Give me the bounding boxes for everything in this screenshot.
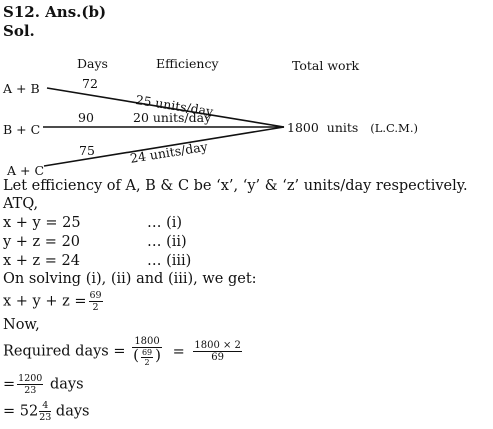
row-label-bc: B + C bbox=[3, 122, 41, 137]
efficiency-bc: 20 units/day bbox=[133, 110, 212, 125]
days-ac: 75 bbox=[79, 143, 95, 158]
result-1-fraction: 1200 23 bbox=[17, 373, 44, 396]
equation-3: x + z = 24 bbox=[3, 253, 81, 269]
efficiency-header: Efficiency bbox=[156, 56, 219, 71]
efficiency-definition: Let efficiency of A, B & C be ‘x’, ‘y’ &… bbox=[3, 178, 468, 194]
sum-numerator: 69 bbox=[89, 290, 102, 301]
required-days-equation: Required days = 1800 (69 2) = 1800 × 2 69 bbox=[3, 336, 244, 367]
total-value: 1800 bbox=[287, 120, 319, 135]
row-label-ab: A + B bbox=[3, 81, 40, 96]
equation-1-tag: … (i) bbox=[147, 215, 183, 231]
sum-denominator: 2 bbox=[88, 301, 103, 313]
required-days-fraction-2: 1800 × 2 69 bbox=[193, 340, 242, 363]
equation-2: y + z = 20 bbox=[3, 234, 81, 250]
total-work-value: 1800 units (L.C.M.) bbox=[287, 120, 418, 135]
required-days-numerator-1: 1800 bbox=[134, 336, 160, 347]
result-2-suffix: days bbox=[55, 403, 90, 420]
required-days-fraction-1: 1800 (69 2) bbox=[132, 336, 162, 367]
days-ab: 72 bbox=[82, 76, 98, 91]
required-days-label: Required days = bbox=[3, 343, 126, 360]
days-header: Days bbox=[77, 56, 108, 71]
inner-numerator: 69 bbox=[141, 348, 153, 357]
total-note: (L.C.M.) bbox=[370, 121, 418, 135]
result-1-prefix: = bbox=[3, 376, 16, 393]
atq-label: ATQ, bbox=[3, 196, 39, 212]
equation-3-tag: … (iii) bbox=[147, 253, 192, 269]
total-work-header: Total work bbox=[292, 58, 360, 73]
result-2-prefix: = 52 bbox=[3, 403, 39, 420]
row-label-ac: A + C bbox=[7, 163, 45, 178]
equals-sign: = bbox=[172, 343, 185, 360]
result-line-2: = 52 4 23 days bbox=[3, 400, 89, 423]
result-2-denominator: 23 bbox=[39, 411, 52, 423]
equation-2-tag: … (ii) bbox=[147, 234, 187, 250]
solving-statement: On solving (i), (ii) and (iii), we get: bbox=[3, 271, 257, 287]
result-1-denominator: 23 bbox=[17, 384, 44, 396]
required-days-denominator-2: 69 bbox=[193, 351, 242, 363]
result-1-numerator: 1200 bbox=[18, 373, 43, 384]
required-days-numerator-2: 1800 × 2 bbox=[194, 340, 241, 351]
sum-equation: x + y + z = 69 2 bbox=[3, 290, 105, 313]
inner-fraction: 69 2 bbox=[140, 348, 154, 367]
result-1-suffix: days bbox=[49, 376, 84, 393]
inner-denominator: 2 bbox=[140, 357, 154, 367]
total-units: units bbox=[326, 120, 359, 135]
answer-heading: S12. Ans.(b) bbox=[3, 3, 107, 21]
equation-1: x + y = 25 bbox=[3, 215, 81, 231]
solution-label: Sol. bbox=[3, 22, 35, 40]
work-diagram bbox=[43, 87, 285, 167]
sum-fraction: 69 2 bbox=[88, 290, 103, 313]
sum-lhs: x + y + z = bbox=[3, 293, 87, 310]
line-a-plus-b bbox=[46, 87, 285, 128]
days-bc: 90 bbox=[78, 110, 94, 125]
required-days-denominator-1: (69 2) bbox=[132, 346, 162, 367]
result-line-1: = 1200 23 days bbox=[3, 373, 84, 396]
now-label: Now, bbox=[3, 317, 40, 333]
result-2-fraction: 4 23 bbox=[39, 400, 52, 423]
line-a-plus-c bbox=[43, 126, 285, 167]
result-2-numerator: 4 bbox=[42, 400, 49, 411]
